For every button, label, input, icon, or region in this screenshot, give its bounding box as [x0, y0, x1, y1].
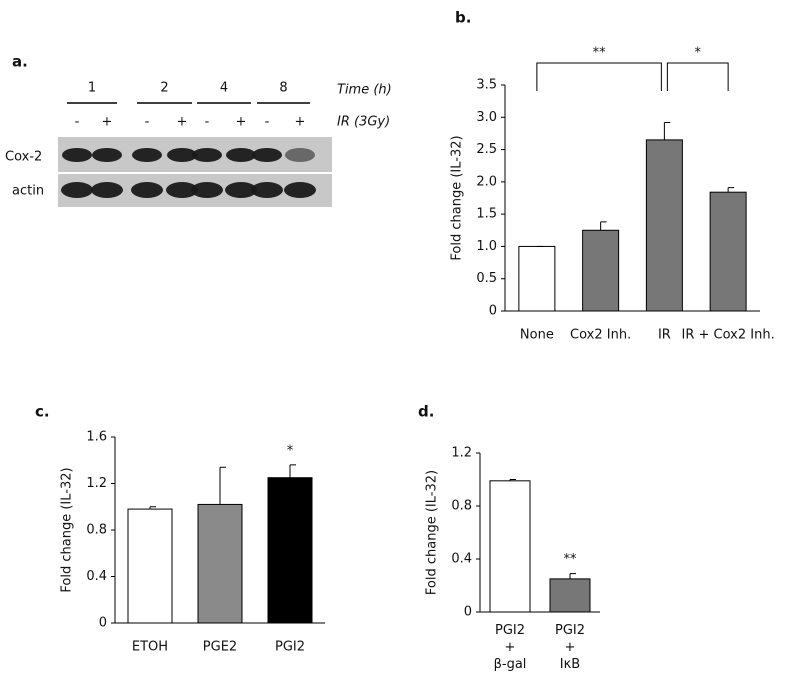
x-tick-label: PGI2 + β-gal [494, 623, 527, 672]
y-tick-label: 1.2 [86, 476, 107, 491]
x-tick-line: + [565, 640, 576, 655]
band [166, 182, 198, 198]
lane-sign: + [236, 115, 247, 130]
bar [582, 229, 620, 312]
lane-sign: - [265, 115, 270, 130]
error-bar [289, 464, 296, 478]
significance: * [287, 443, 294, 458]
x-tick-label: ETOH [132, 640, 168, 655]
band [191, 182, 223, 198]
error-bar [509, 479, 516, 481]
x-tick-line: PGI2 [555, 623, 585, 638]
panel-label: a. [12, 53, 28, 71]
band [284, 182, 316, 198]
bar [127, 508, 173, 624]
x-tick-label: PGI2 + IκB [555, 623, 585, 672]
band [285, 148, 315, 162]
error-bar [727, 187, 735, 193]
treatment-label: IR (3Gy) [337, 115, 390, 130]
error-bar [219, 466, 226, 505]
band [252, 148, 282, 162]
band [62, 148, 92, 162]
y-axis-label: Fold change (IL-32) [60, 467, 75, 592]
time-point: 1 [88, 81, 96, 96]
x-tick-label: IR [658, 328, 671, 343]
error-bar [149, 506, 156, 510]
y-tick-label: 0.8 [451, 499, 472, 514]
lane-sign: - [205, 115, 210, 130]
band [192, 148, 222, 162]
y-axis-label: Fold change (IL-32) [425, 470, 440, 595]
bar [518, 245, 556, 312]
y-tick-label: 0 [464, 605, 472, 620]
y-tick-label: 0.5 [476, 271, 497, 286]
band [251, 182, 283, 198]
band [226, 148, 256, 162]
bar [645, 139, 683, 312]
y-tick-label: 3.5 [476, 78, 497, 93]
lane-sign: + [295, 115, 306, 130]
x-tick-line: β-gal [494, 657, 527, 672]
band [132, 148, 162, 162]
band [61, 182, 93, 198]
x-tick-line: PGI2 [495, 623, 525, 638]
x-tick-label: IR + Cox2 Inh. [682, 328, 775, 343]
bar [489, 480, 531, 613]
bar [197, 503, 243, 624]
x-tick-line: + [505, 640, 516, 655]
bracket [536, 62, 662, 91]
error-bar [600, 221, 607, 231]
band [92, 148, 122, 162]
y-tick-label: 1.5 [476, 207, 497, 222]
lane-sign: + [177, 115, 188, 130]
y-tick-label: 0.8 [86, 523, 107, 538]
bar [709, 191, 747, 312]
y-tick-label: 0.4 [451, 552, 472, 567]
y-tick-label: 1.2 [451, 446, 472, 461]
y-tick-label: 2.5 [476, 142, 497, 157]
y-tick-label: 2.0 [476, 174, 497, 189]
panel-label: d. [418, 403, 434, 421]
y-tick-label: 0 [99, 616, 107, 631]
x-tick-label: Cox2 Inh. [570, 328, 631, 343]
y-tick-label: 3.0 [476, 110, 497, 125]
y-tick-label: 0 [489, 304, 497, 319]
error-bar [663, 121, 671, 140]
significance: * [695, 46, 702, 61]
y-tick-label: 1.0 [476, 239, 497, 254]
band [167, 148, 197, 162]
panel-label: b. [455, 9, 471, 27]
y-tick-label: 1.6 [86, 430, 107, 445]
lane-sign: + [102, 115, 113, 130]
band [131, 182, 163, 198]
significance: ** [564, 552, 578, 567]
x-tick-label: None [520, 328, 554, 343]
row-label: actin [12, 184, 44, 199]
band [91, 182, 123, 198]
y-tick-label: 0.4 [86, 569, 107, 584]
bar [267, 477, 313, 624]
x-tick-line: IκB [560, 657, 580, 672]
x-tick-label: PGE2 [203, 640, 237, 655]
x-tick-label: PGI2 [275, 640, 305, 655]
y-axis-label: Fold change (IL-32) [450, 135, 465, 260]
bar [549, 578, 591, 613]
significance: ** [593, 46, 607, 61]
time-point: 2 [160, 81, 168, 96]
band [225, 182, 257, 198]
time-point: 8 [279, 81, 287, 96]
row-label: Cox-2 [5, 150, 42, 165]
time-label: Time (h) [337, 83, 392, 98]
error-bar [569, 573, 576, 579]
panel-label: c. [35, 403, 50, 421]
time-point: 4 [220, 81, 228, 96]
lane-sign: - [75, 115, 80, 130]
lane-sign: - [145, 115, 150, 130]
bracket [666, 62, 729, 91]
